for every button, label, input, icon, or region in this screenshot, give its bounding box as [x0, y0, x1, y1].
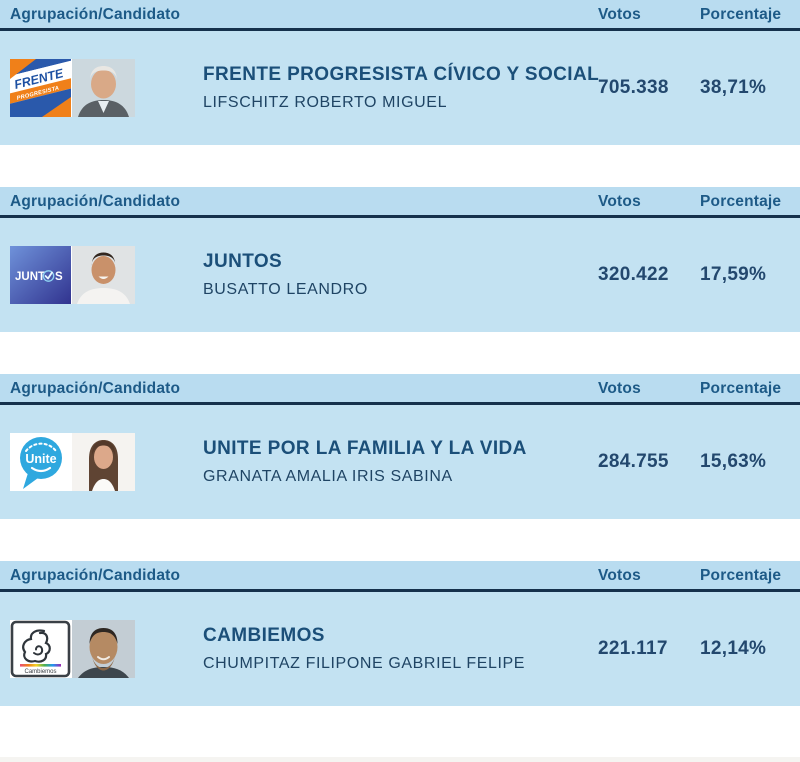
party-name: JUNTOS — [203, 251, 283, 272]
column-header-votos: Votos — [598, 567, 641, 584]
logo-corner-stripe — [10, 59, 36, 79]
result-card: Agrupación/Candidato Votos Porcentaje Un… — [0, 374, 800, 519]
photo-shirt — [98, 101, 109, 113]
photo-hair-top — [92, 441, 115, 455]
speech-balloon-tail — [23, 473, 38, 489]
votes-value: 320.422 — [598, 264, 669, 285]
frente-progresista-logo: FRENTE PROGRESISTA — [10, 59, 71, 117]
result-card: Agrupación/Candidato Votos Porcentaje JU… — [0, 187, 800, 332]
result-card-header: Agrupación/Candidato Votos Porcentaje — [0, 187, 800, 218]
next-row-top-edge — [0, 757, 800, 762]
result-row[interactable]: JUNT S JUNTOS BUSATTO LEANDRO 320.422 17… — [0, 218, 800, 332]
party-name: UNITE POR LA FAMILIA Y LA VIDA — [203, 438, 527, 459]
column-header-porcentaje: Porcentaje — [700, 193, 782, 210]
photo-smile — [98, 276, 109, 279]
photo-shirt — [77, 288, 130, 304]
logo-text-unite: Unite — [25, 452, 56, 466]
photo-face — [94, 445, 113, 469]
column-header-agrupacion-candidato: Agrupación/Candidato — [10, 380, 181, 397]
photo-stubble — [92, 656, 115, 671]
candidate-name: LIFSCHITZ ROBERTO MIGUEL — [203, 94, 448, 111]
percentage-value: 38,71% — [700, 77, 767, 98]
candidate-photo — [72, 59, 135, 117]
smile-arc-icon — [30, 466, 52, 473]
candidate-name: BUSATTO LEANDRO — [203, 281, 368, 298]
photo-face — [91, 69, 116, 99]
logo-text-junt: JUNT — [15, 271, 45, 283]
unite-logo: Unite — [10, 433, 71, 491]
check-icon — [44, 271, 53, 280]
logo-corner-stripe — [42, 97, 71, 117]
candidate-name: GRANATA AMALIA IRIS SABINA — [203, 468, 453, 485]
photo-shirt — [92, 479, 115, 491]
result-card-header: Agrupación/Candidato Votos Porcentaje — [0, 374, 800, 405]
candidate-photo — [72, 246, 135, 304]
result-card: Agrupación/Candidato Votos Porcentaje — [0, 561, 800, 706]
photo-hair — [91, 252, 116, 266]
party-name: FRENTE PROGRESISTA CÍVICO Y SOCIAL — [203, 64, 600, 85]
dotted-arc-icon — [25, 442, 57, 452]
column-header-porcentaje: Porcentaje — [700, 567, 782, 584]
votes-value: 221.117 — [598, 638, 668, 659]
doodle-arm-icon — [22, 629, 51, 663]
percentage-value: 17,59% — [700, 264, 767, 285]
column-header-agrupacion-candidato: Agrupación/Candidato — [10, 6, 181, 23]
photo-shirt — [78, 667, 129, 678]
result-card-header: Agrupación/Candidato Votos Porcentaje — [0, 561, 800, 592]
column-header-votos: Votos — [598, 193, 641, 210]
votes-value: 705.338 — [598, 77, 669, 98]
column-header-porcentaje: Porcentaje — [700, 6, 782, 23]
cambiemos-logo: Cambiemos — [10, 620, 71, 678]
party-media: Unite — [10, 433, 135, 491]
result-row[interactable]: FRENTE PROGRESISTA FRENTE PROGRESISTA CÍ… — [0, 31, 800, 145]
votes-value: 284.755 — [598, 451, 669, 472]
candidate-photo — [72, 433, 135, 491]
party-info: FRENTE PROGRESISTA CÍVICO Y SOCIAL LIFSC… — [203, 64, 599, 112]
logo-text-cambiemos: Cambiemos — [24, 669, 56, 675]
photo-face — [91, 256, 116, 284]
party-info: JUNTOS BUSATTO LEANDRO — [203, 251, 368, 299]
percentage-value: 15,63% — [700, 451, 767, 472]
party-info: UNITE POR LA FAMILIA Y LA VIDA GRANATA A… — [203, 438, 527, 486]
column-header-porcentaje: Porcentaje — [700, 380, 782, 397]
column-header-votos: Votos — [598, 380, 641, 397]
column-header-agrupacion-candidato: Agrupación/Candidato — [10, 193, 181, 210]
photo-face — [89, 630, 118, 664]
photo-hair — [90, 66, 117, 81]
result-row[interactable]: Unite UNITE POR LA FAMILIA Y LA VIDA GRA… — [0, 405, 800, 519]
result-card-header: Agrupación/Candidato Votos Porcentaje — [0, 0, 800, 31]
rainbow-line — [20, 664, 61, 667]
party-name: CAMBIEMOS — [203, 625, 325, 646]
juntos-logo: JUNT S — [10, 246, 71, 304]
result-card: Agrupación/Candidato Votos Porcentaje FR… — [0, 0, 800, 145]
check-circle-icon — [42, 270, 55, 282]
photo-smile — [97, 656, 110, 661]
party-info: CAMBIEMOS CHUMPITAZ FILIPONE GABRIEL FEL… — [203, 625, 525, 673]
party-media: JUNT S — [10, 246, 135, 304]
doodle-swirl-icon — [33, 645, 44, 656]
photo-hair — [89, 628, 118, 644]
party-media: Cambiemos — [10, 620, 135, 678]
percentage-value: 12,14% — [700, 638, 767, 659]
party-media: FRENTE PROGRESISTA — [10, 59, 135, 117]
column-header-votos: Votos — [598, 6, 641, 23]
candidate-photo — [72, 620, 135, 678]
column-header-agrupacion-candidato: Agrupación/Candidato — [10, 567, 181, 584]
result-row[interactable]: Cambiemos CAMBIEMOS CHUMPITAZ FILIPONE G… — [0, 592, 800, 706]
candidate-name: CHUMPITAZ FILIPONE GABRIEL FELIPE — [203, 655, 526, 672]
logo-text-s: S — [55, 271, 63, 283]
